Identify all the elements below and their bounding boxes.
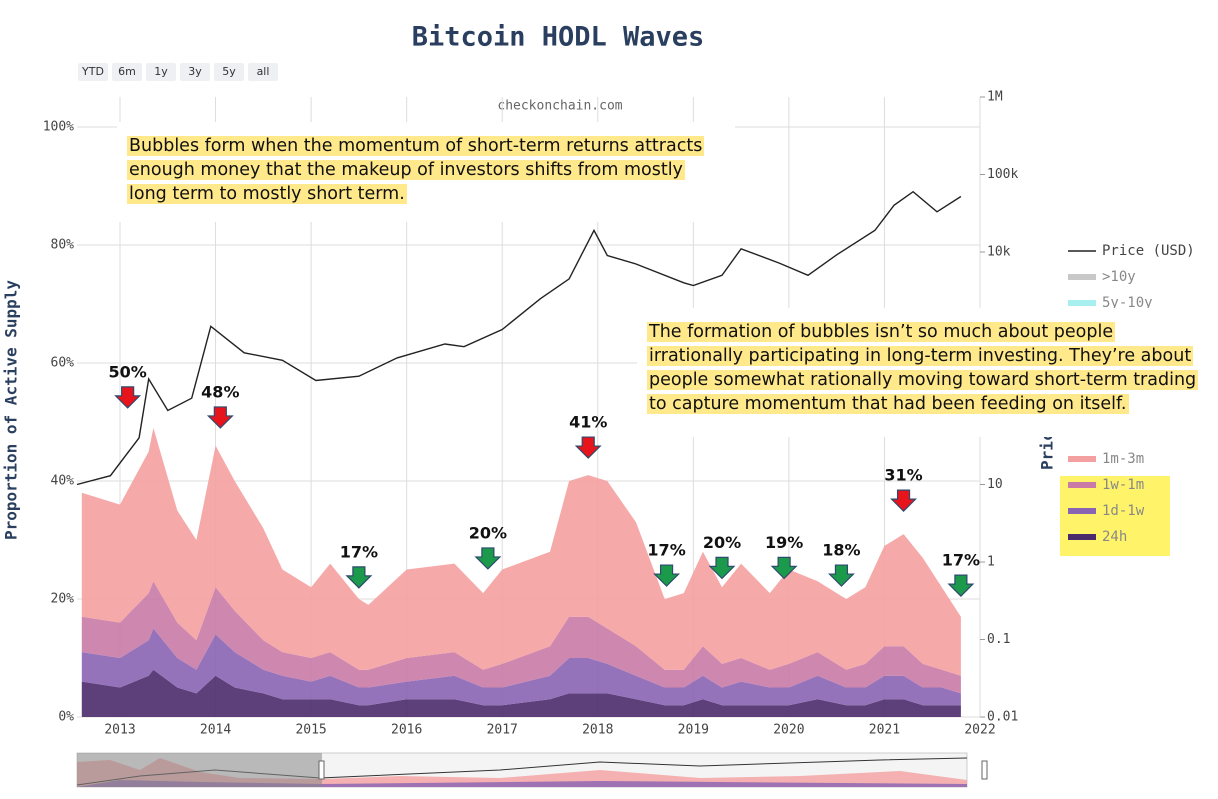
y-tick-label: 0% bbox=[58, 710, 74, 725]
annotation-arrow bbox=[708, 556, 736, 580]
annotation-arrow bbox=[653, 564, 681, 587]
annotation-label: 17% bbox=[647, 541, 685, 560]
legend-label: 1d-1w bbox=[1102, 503, 1145, 519]
x-tick-label: 2016 bbox=[391, 723, 422, 738]
annotation-label: 20% bbox=[703, 533, 741, 552]
range-button[interactable] bbox=[146, 63, 176, 81]
x-tick-label: 2019 bbox=[678, 723, 709, 738]
plot-area: 2013 2014 2015 2016 2017 2018 2019 2020 2021 2022… bbox=[43, 90, 1019, 738]
legend-label: Price (USD) bbox=[1102, 243, 1195, 259]
y2-tick-label: 1M bbox=[987, 90, 1003, 105]
annotation-label: 50% bbox=[108, 362, 146, 381]
x-tick-label: 2013 bbox=[104, 723, 135, 738]
range-button-label[interactable]: 5y bbox=[222, 65, 236, 78]
annotation-arrow bbox=[114, 386, 142, 409]
annotation-arrow bbox=[574, 436, 602, 459]
watermark: checkonchain.com bbox=[497, 99, 622, 114]
annotation-arrow bbox=[827, 564, 855, 587]
annotation-label: 20% bbox=[469, 523, 507, 542]
x-tick-label: 2017 bbox=[487, 723, 518, 738]
range-button-label[interactable]: 3y bbox=[188, 65, 202, 78]
range-button[interactable] bbox=[112, 63, 142, 81]
annotation-label: 17% bbox=[340, 542, 378, 561]
annotation-label: 17% bbox=[942, 551, 980, 570]
x-tick-label: 2015 bbox=[295, 723, 326, 738]
annotation-label: 48% bbox=[201, 382, 239, 401]
range-button-label[interactable]: all bbox=[257, 65, 270, 78]
legend-highlight bbox=[1060, 476, 1170, 556]
range-button-label[interactable]: YTD bbox=[81, 65, 104, 78]
annotation-arrow bbox=[474, 547, 502, 570]
range-button[interactable] bbox=[78, 63, 108, 81]
annotation-label: 19% bbox=[765, 533, 803, 552]
annotation-label: 41% bbox=[569, 413, 607, 432]
y2-tick-label: 0.1 bbox=[987, 632, 1010, 647]
legend-label: 1m-3m bbox=[1102, 451, 1144, 467]
range-button[interactable] bbox=[180, 63, 210, 81]
range-button-label[interactable]: 6m bbox=[118, 65, 136, 78]
y2-tick-label: 1 bbox=[987, 555, 995, 570]
area-band bbox=[81, 581, 961, 694]
y2-tick-label: 10 bbox=[987, 477, 1003, 492]
callout: The formation of bubbles isn’t so much a… bbox=[637, 308, 1210, 437]
range-button-label[interactable]: 1y bbox=[154, 65, 168, 78]
range-slider-mask bbox=[77, 753, 322, 787]
callout-text: Bubbles form when the momentum of short-… bbox=[127, 136, 705, 204]
callout: Bubbles form when the momentum of short-… bbox=[117, 122, 735, 222]
annotation-label: 18% bbox=[822, 541, 860, 560]
chart-title: Bitcoin HODL Waves bbox=[412, 22, 705, 53]
annotation-arrow bbox=[947, 574, 975, 597]
x-tick-label: 2022 bbox=[964, 723, 995, 738]
range-button[interactable] bbox=[214, 63, 244, 81]
y-axis-title: Proportion of Active Supply bbox=[2, 280, 21, 540]
range-buttons: YTD 6m 1y 3y 5y all bbox=[78, 63, 278, 81]
x-tick-label: 2014 bbox=[200, 723, 231, 738]
x-tick-label: 2020 bbox=[773, 723, 804, 738]
legend-label: 24h bbox=[1102, 529, 1127, 545]
legend-label: 5y-10y bbox=[1102, 295, 1153, 311]
y-tick-label: 100% bbox=[43, 120, 74, 135]
x-tick-label: 2021 bbox=[869, 723, 900, 738]
annotation-arrow bbox=[890, 489, 918, 512]
range-button[interactable] bbox=[248, 63, 278, 81]
range-slider-handle[interactable] bbox=[318, 760, 325, 780]
callout-text: The formation of bubbles isn’t so much a… bbox=[647, 322, 1199, 414]
y2-tick-label: 10k bbox=[987, 245, 1011, 260]
y-tick-label: 80% bbox=[51, 238, 75, 253]
y-tick-label: 40% bbox=[51, 474, 75, 489]
range-slider-handle[interactable] bbox=[981, 760, 988, 780]
y-tick-label: 20% bbox=[51, 592, 75, 607]
area-band bbox=[81, 427, 961, 676]
y2-tick-label: 100k bbox=[987, 167, 1018, 182]
annotation-label: 31% bbox=[884, 466, 922, 485]
annotation-arrow bbox=[345, 566, 373, 589]
y2-tick-label: 0.01 bbox=[987, 710, 1018, 725]
area-band bbox=[81, 628, 961, 706]
annotation-arrow bbox=[770, 556, 798, 580]
y-tick-label: 60% bbox=[51, 356, 75, 371]
legend-label: >10y bbox=[1102, 269, 1136, 285]
legend-label: 1w-1m bbox=[1102, 477, 1144, 493]
x-tick-label: 2018 bbox=[582, 723, 613, 738]
price-line bbox=[76, 190, 962, 486]
annotation-arrow bbox=[206, 406, 234, 429]
